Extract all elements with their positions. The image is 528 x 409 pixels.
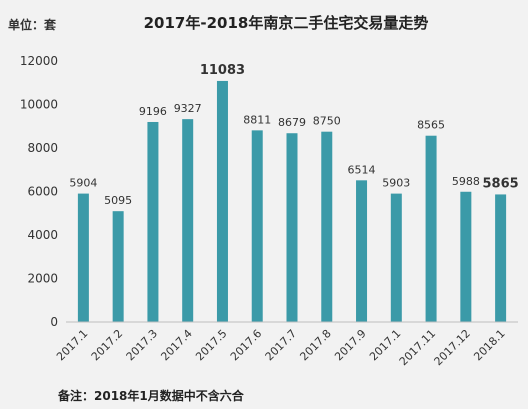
data-label: 6514 [348,163,376,176]
y-tick-label: 0 [50,315,58,329]
data-label: 8565 [417,119,445,132]
value-labels: 5904 5095 9196 9327 11083 8811 8679 8750 6514 590… [69,63,518,207]
data-label: 5095 [104,194,132,207]
y-tick-label: 4000 [27,228,58,242]
data-label: 5988 [452,175,480,188]
bar [182,119,194,322]
y-tick-label: 12000 [20,54,58,68]
unit-label: 单位：套 [8,17,57,32]
bar [321,131,333,322]
y-axis: 0 2000 4000 6000 8000 10000 12000 [20,54,58,329]
bar [251,130,263,322]
data-label: 9196 [139,105,167,118]
bar [495,194,507,322]
data-label: 5865 [483,176,519,191]
data-label: 8750 [313,115,341,128]
chart-title: 2017年-2018年南京二手住宅交易量走势 [144,14,429,32]
bar [147,121,159,322]
y-tick-label: 6000 [27,185,58,199]
y-tick-label: 2000 [27,272,58,286]
data-label: 5904 [69,177,97,190]
data-label: 8679 [278,116,306,129]
data-label: 9327 [174,102,202,115]
data-label: 5903 [382,177,410,190]
bars [77,80,507,322]
y-tick-label: 8000 [27,141,58,155]
bar [216,80,228,322]
y-tick-label: 10000 [20,98,58,112]
bar [286,133,298,322]
footnote: 备注：2018年1月数据中不含六合 [57,388,245,403]
bar [77,193,89,322]
data-label: 8811 [243,113,271,126]
bar [390,193,402,322]
bar [112,211,124,322]
bar [356,180,368,322]
bar [425,135,437,322]
bar [460,191,472,322]
data-label: 11083 [200,63,245,78]
